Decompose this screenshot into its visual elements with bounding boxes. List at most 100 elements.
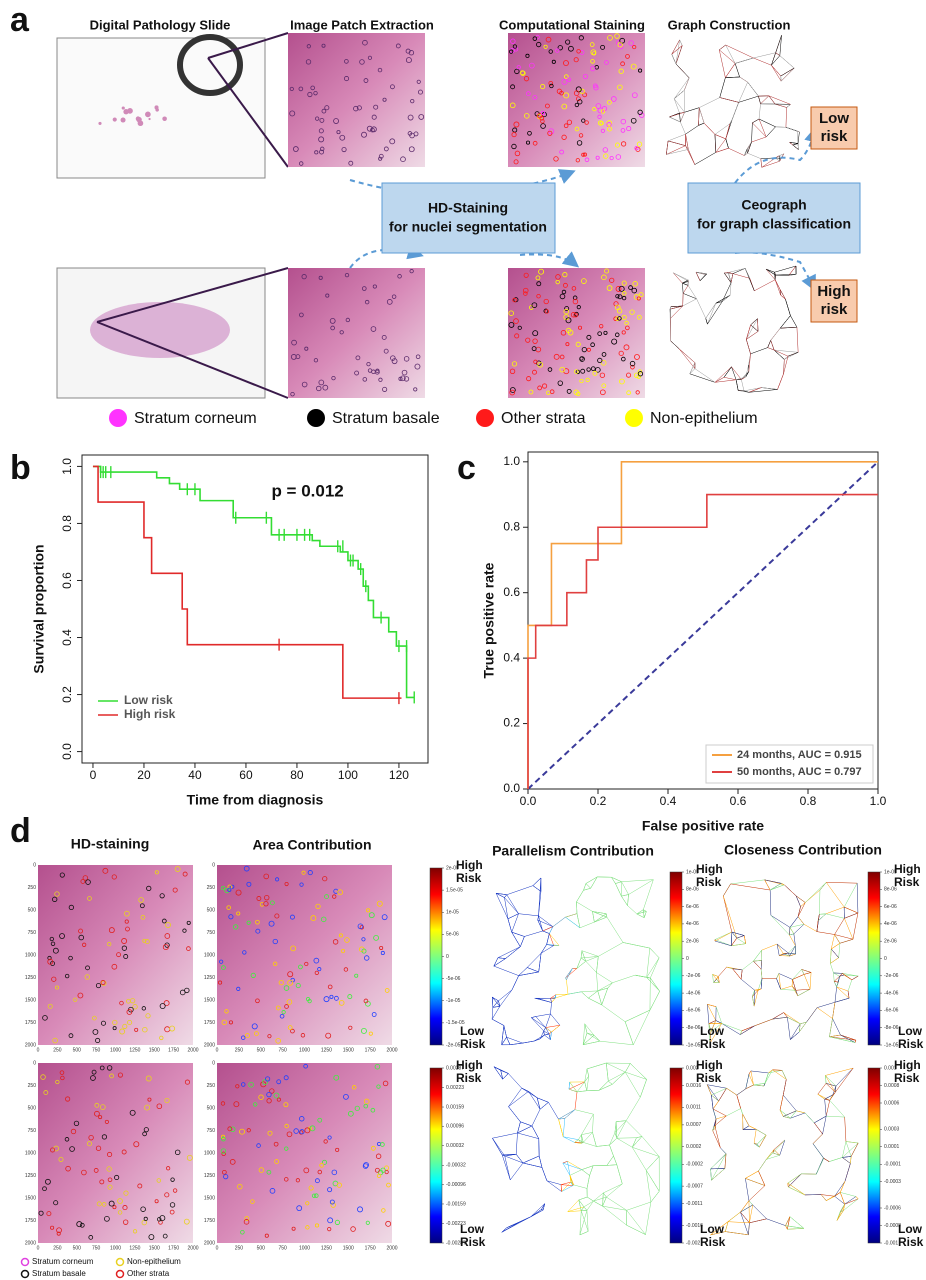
graph-edge xyxy=(799,1022,807,1033)
nucleus xyxy=(122,1023,128,1029)
graph-edge xyxy=(580,957,586,962)
graph-edge xyxy=(722,295,731,302)
image-y-tick-label: 750 xyxy=(28,1128,37,1134)
colorbar-tick-label: 0.0003 xyxy=(884,1127,900,1133)
nucleus xyxy=(374,1064,381,1070)
colorbar-tick-label: -1e-05 xyxy=(446,998,461,1004)
nucleus xyxy=(229,1126,236,1133)
graph-edge xyxy=(708,1023,711,1044)
nucleus xyxy=(516,65,521,70)
nucleus xyxy=(262,1079,268,1085)
graph-edge xyxy=(670,305,683,307)
nucleus xyxy=(241,1082,246,1087)
graph-edge xyxy=(834,997,850,1003)
graph-edge xyxy=(783,1094,797,1111)
nucleus xyxy=(299,882,304,887)
nucleus xyxy=(584,120,589,125)
image-y-tick-label: 0 xyxy=(212,1060,215,1066)
graph-edge xyxy=(506,885,533,895)
nucleus xyxy=(133,1141,140,1148)
graph-edge xyxy=(840,1210,844,1212)
graph-edge xyxy=(723,895,738,939)
nucleus xyxy=(64,973,70,979)
nucleus xyxy=(107,1151,113,1158)
nucleus xyxy=(255,919,260,925)
graph-edge xyxy=(569,1081,578,1093)
graph-edge xyxy=(633,1010,651,1045)
graph-edge xyxy=(829,1100,845,1118)
graph-edge xyxy=(552,916,566,927)
graph-edge xyxy=(504,897,509,919)
graph-edge xyxy=(530,1203,545,1217)
nucleus xyxy=(227,1126,233,1132)
nucleus xyxy=(625,325,630,331)
colorbar-tick-label: -0.0001 xyxy=(884,1162,901,1168)
image-x-tick-label: 0 xyxy=(37,1047,40,1053)
risk-label: Risk xyxy=(898,1037,924,1051)
graph-edge xyxy=(740,1211,750,1223)
graph-edge xyxy=(789,923,805,928)
risk-label: Risk xyxy=(456,871,482,885)
nucleus xyxy=(621,330,626,335)
nucleus xyxy=(600,44,605,50)
graph-edge xyxy=(670,305,683,319)
nucleus xyxy=(284,1146,289,1151)
graph-edge xyxy=(744,268,750,279)
image-x-tick-label: 1250 xyxy=(129,1245,140,1251)
image-x-tick-label: 1750 xyxy=(365,1047,376,1053)
nucleus xyxy=(615,304,621,311)
nucleus xyxy=(609,156,614,161)
graph-edge xyxy=(789,927,795,935)
nucleus xyxy=(107,941,112,947)
nucleus xyxy=(230,884,235,889)
graph-edge xyxy=(630,1063,647,1080)
graph-edge xyxy=(500,1070,503,1080)
nucleus xyxy=(356,105,362,111)
nucleus xyxy=(331,1169,338,1176)
risk-label: Low xyxy=(700,1024,725,1038)
nucleus xyxy=(305,996,311,1002)
nucleus xyxy=(77,992,84,999)
colorbar-tick-label: -8e-06 xyxy=(884,1025,899,1031)
nucleus xyxy=(45,1178,51,1185)
nucleus xyxy=(384,988,390,993)
nucleus xyxy=(362,1163,369,1169)
nucleus xyxy=(228,914,234,920)
nucleus xyxy=(355,355,361,361)
graph-edge xyxy=(829,1157,843,1162)
nucleus xyxy=(156,1178,162,1183)
graph-edge xyxy=(785,1216,791,1226)
nucleus xyxy=(220,1101,226,1106)
nucleus xyxy=(563,92,570,99)
image-x-tick-label: 1000 xyxy=(299,1047,310,1053)
nucleus xyxy=(400,156,406,162)
graph-edge xyxy=(506,1036,523,1044)
graph-edge xyxy=(500,1070,509,1074)
graph-edge xyxy=(844,1117,847,1142)
y-tick-label: 1.0 xyxy=(503,454,520,468)
y-axis-label: Survival proportion xyxy=(31,544,47,673)
graph-edge xyxy=(804,972,812,975)
graph-edge xyxy=(680,112,685,123)
nucleus xyxy=(546,390,551,395)
nucleus xyxy=(318,379,325,386)
nucleus xyxy=(169,1202,176,1208)
graph-edge xyxy=(705,318,708,325)
colorbar-tick-label: -6e-06 xyxy=(686,1008,701,1014)
graph-edge xyxy=(780,67,795,82)
graph-edge xyxy=(806,1007,818,1023)
graph-edge xyxy=(567,1199,579,1212)
nucleus xyxy=(514,333,520,339)
graph-edge xyxy=(758,1170,766,1186)
graph-edge xyxy=(566,968,573,980)
graph-edge xyxy=(508,1073,522,1089)
graph-edge xyxy=(789,927,791,936)
nucleus xyxy=(636,314,642,320)
nucleus xyxy=(316,385,322,392)
graph-edge xyxy=(792,974,805,980)
nucleus xyxy=(243,1219,250,1225)
nucleus xyxy=(319,1162,324,1168)
nucleus xyxy=(562,282,568,288)
graph-edge xyxy=(498,989,513,1002)
graph-edge xyxy=(778,973,781,990)
